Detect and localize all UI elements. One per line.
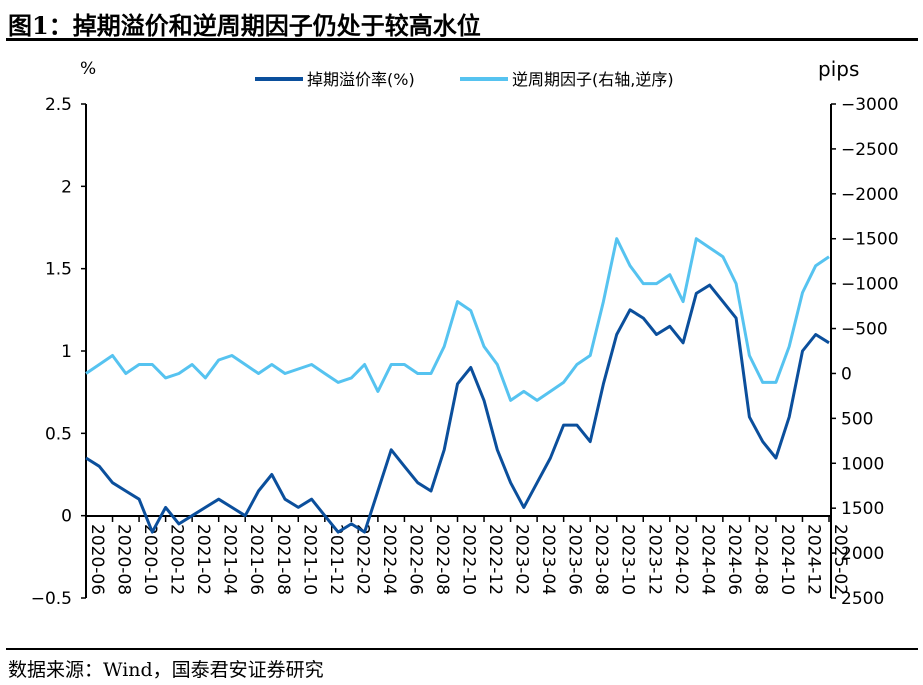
figure-title: 图1：掉期溢价和逆周期因子仍处于较高水位: [8, 11, 481, 40]
right-tick-label: −2000: [841, 185, 899, 205]
x-tick-label: 2024-12: [803, 524, 823, 595]
x-tick-label: 2022-08: [432, 524, 452, 595]
x-tick-label: 2023-08: [591, 524, 611, 595]
right-tick-label: −1000: [841, 275, 899, 295]
x-tick-label: 2024-04: [697, 524, 717, 595]
x-tick-label: 2022-04: [379, 524, 399, 595]
right-tick-label: 2500: [841, 589, 884, 609]
right-tick-label: −1500: [841, 230, 899, 250]
right-tick-label: 0: [841, 364, 852, 384]
x-tick-label: 2023-10: [618, 524, 638, 595]
right-tick-label: −3000: [841, 95, 899, 115]
chart: % pips 掉期溢价率(%) 逆周期因子(右轴,逆序) 2.5 2 1.5 1 0.5…: [31, 57, 899, 609]
x-tick-label: 2020-10: [140, 524, 160, 595]
x-tick-label: 2022-12: [485, 524, 505, 595]
left-tick-label: 1.5: [45, 260, 72, 280]
title-rule: [6, 38, 918, 41]
x-tick-label: 2021-08: [273, 524, 293, 595]
x-tick-label: 2022-10: [459, 524, 479, 595]
left-unit-label: %: [80, 59, 96, 79]
right-tick-label: 1000: [841, 454, 884, 474]
x-tick-label: 2025-02: [830, 524, 850, 595]
x-tick-label: 2024-06: [724, 524, 744, 595]
right-tick-label: 1500: [841, 499, 884, 519]
x-tick-label: 2023-06: [565, 524, 585, 595]
series-line-countercyclical-factor: [85, 237, 830, 402]
left-tick-label: 1: [61, 342, 72, 362]
left-tick-label: 0: [61, 507, 72, 527]
legend-label-factor: 逆周期因子(右轴,逆序): [512, 70, 674, 89]
source-note: 数据来源：Wind，国泰君安证券研究: [8, 659, 324, 681]
x-tick-label: 2021-06: [246, 524, 266, 595]
x-tick-label: 2020-08: [114, 524, 134, 595]
x-tick-label: 2021-12: [326, 524, 346, 595]
x-tick-label: 2023-04: [538, 524, 558, 595]
right-unit-label: pips: [818, 57, 859, 81]
x-tick-label: 2020-12: [167, 524, 187, 595]
x-tick-label: 2023-12: [644, 524, 664, 595]
x-tick-label: 2024-02: [671, 524, 691, 595]
legend: 掉期溢价率(%) 逆周期因子(右轴,逆序): [255, 70, 674, 89]
legend-label-premium: 掉期溢价率(%): [307, 70, 415, 89]
right-tick-label: −500: [841, 320, 888, 340]
left-tick-label: 0.5: [45, 424, 72, 444]
x-tick-label: 2021-04: [220, 524, 240, 595]
left-tick-label: 2: [61, 177, 72, 197]
x-tick-label: 2024-08: [750, 524, 770, 595]
right-tick-label: 500: [841, 409, 873, 429]
footer-rule: [6, 648, 918, 650]
x-tick-label: 2020-06: [87, 524, 107, 595]
x-tick-label: 2022-02: [352, 524, 372, 595]
x-tick-label: 2021-10: [299, 524, 319, 595]
right-tick-label: −2500: [841, 140, 899, 160]
x-tick-label: 2023-02: [512, 524, 532, 595]
series-line-swap-premium: [85, 283, 830, 534]
x-tick-label: 2024-10: [777, 524, 797, 595]
right-tick-label: 2000: [841, 544, 884, 564]
left-tick-label: 2.5: [45, 95, 72, 115]
x-tick-label: 2022-06: [405, 524, 425, 595]
left-tick-label: −0.5: [31, 589, 72, 609]
x-tick-label: 2021-02: [193, 524, 213, 595]
